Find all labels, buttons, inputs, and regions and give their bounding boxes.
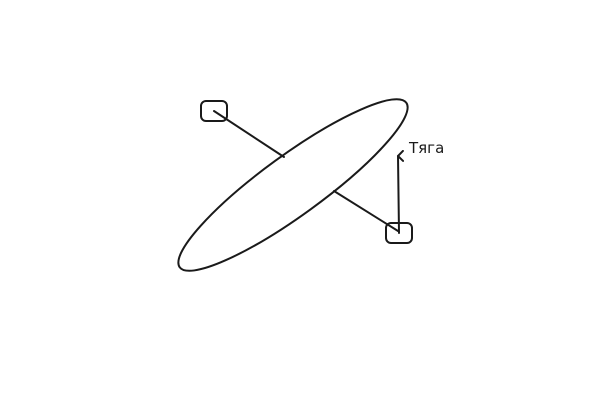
thrust-label: Тяга — [408, 139, 444, 157]
rod-lower — [333, 190, 399, 232]
body-ellipse — [177, 98, 409, 272]
rod-upper — [213, 110, 285, 158]
thrust-arrow — [397, 149, 405, 234]
upper-block — [200, 100, 228, 122]
